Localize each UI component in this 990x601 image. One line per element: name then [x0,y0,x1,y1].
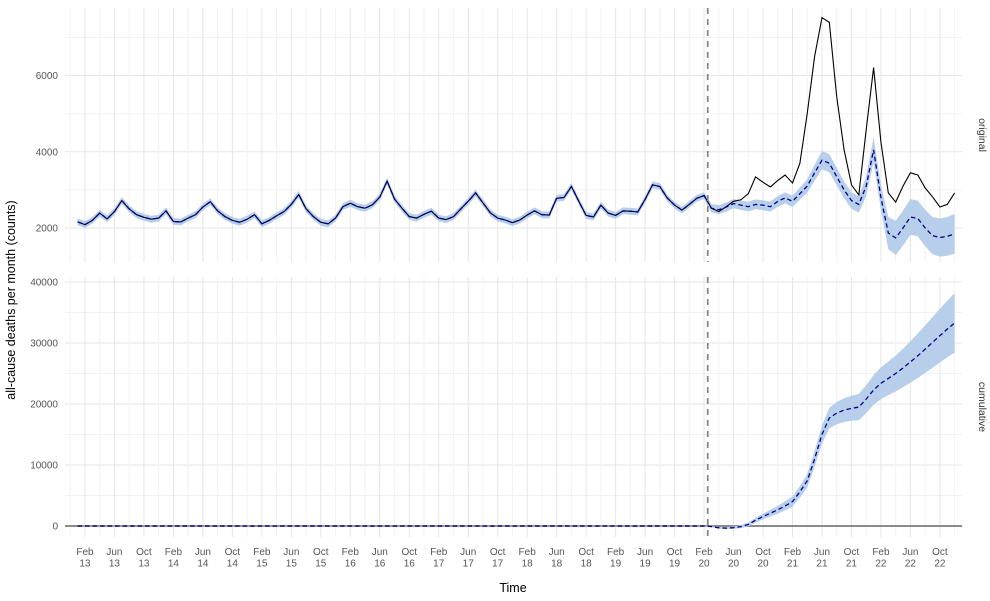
x-tick-label: Jun 20 [725,547,741,570]
x-axis-title: Time [499,581,526,595]
observed-line [77,16,956,226]
x-tick-label: Jun 22 [902,547,918,570]
x-tick-label: Oct 19 [667,547,683,570]
cumulative-line [77,322,956,529]
y-tick-label: 40000 [30,278,58,289]
expected-line [77,149,955,239]
x-tick-label: Feb 14 [165,547,183,570]
y-tick-label: 30000 [30,339,58,350]
x-tick-label: Oct 18 [578,547,594,570]
x-tick-label: Oct 15 [313,547,329,570]
x-tick-label: Oct 14 [225,547,241,570]
x-tick-label: Feb 17 [430,547,448,570]
axis-labels-layer: 2000 4000 6000 0 10000 20000 30000 40000 Feb 13 Ju… [30,71,948,569]
y-tick-label: 4000 [36,147,59,158]
facet-strip-original: original [976,118,988,152]
x-tick-label: Oct 13 [136,547,152,570]
x-tick-label: Jun 21 [814,547,830,570]
x-tick-label: Feb 13 [76,547,94,570]
y-tick-label: 6000 [36,71,59,82]
x-tick-label: Oct 21 [844,547,860,570]
x-tick-label: Oct 22 [932,547,948,570]
facet-strip-cumulative: cumulative [976,382,988,432]
data-layer [65,16,962,530]
x-tick-label: Feb 20 [695,547,713,570]
x-tick-label: Jun 18 [549,547,565,570]
x-tick-label: Jun 16 [372,547,388,570]
x-tick-label: Feb 18 [519,547,537,570]
y-tick-label: 20000 [30,400,58,411]
x-tick-label: Oct 16 [401,547,417,570]
y-tick-label: 10000 [30,461,58,472]
x-tick-label: Jun 13 [106,547,122,570]
x-tick-label: Feb 15 [253,547,271,570]
y-tick-label: 0 [52,522,58,533]
x-tick-label: Jun 15 [283,547,299,570]
y-tick-label: 2000 [36,224,59,235]
gridlines-layer [65,8,962,537]
x-tick-label: Feb 21 [784,547,802,570]
x-tick-label: Jun 14 [195,547,211,570]
cumulative-interval-ribbon [77,293,955,530]
x-tick-label: Feb 16 [342,547,360,570]
x-tick-label: Feb 22 [872,547,890,570]
x-tick-label: Oct 17 [490,547,506,570]
y-axis-title: all-cause deaths per month (counts) [4,200,18,399]
expected-interval-ribbon [77,137,955,257]
x-tick-label: Feb 19 [607,547,625,570]
x-tick-label: Oct 20 [755,547,771,570]
x-tick-label: Jun 17 [460,547,476,570]
x-tick-label: Jun 19 [637,547,653,570]
